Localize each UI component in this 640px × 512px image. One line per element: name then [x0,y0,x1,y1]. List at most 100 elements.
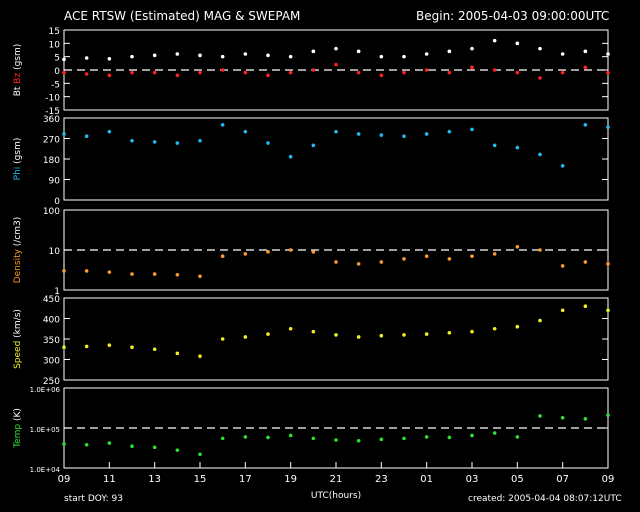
data-point [175,141,180,145]
data-point [515,145,520,150]
data-point [311,436,316,441]
y-tick-label: 360 [43,115,60,125]
data-point [515,245,520,249]
data-point [220,436,225,441]
data-point [198,274,202,279]
data-point [583,260,588,264]
data-point [130,272,134,276]
y-axis-label-part: Bt [13,86,23,96]
data-point [424,68,429,72]
data-point [243,252,248,256]
data-point [447,257,452,261]
data-point [606,125,610,129]
data-point [356,262,361,266]
y-tick-label: 1.0E+06 [30,386,61,394]
data-point [470,433,474,438]
data-point [84,269,89,273]
data-point [356,438,361,443]
data-point [84,344,89,349]
panel-speed: 450 400 350 300 250 Speed (km/s) [13,295,610,387]
data-point [107,129,112,134]
data-point [220,54,225,59]
data-point [220,337,225,341]
y-tick-label: 100 [43,207,60,217]
y-axis-label-part: (K) [13,408,23,424]
data-point [492,38,497,43]
data-point [311,250,316,254]
data-point [447,70,452,75]
y-tick-label: 400 [43,316,60,326]
x-axis-label: UTC(hours) [311,491,361,501]
data-point [198,452,202,457]
data-point [243,129,248,134]
x-tick-label: 19 [284,474,297,485]
data-point [538,152,542,157]
x-tick-label: 09 [58,474,71,485]
data-point [198,53,202,58]
data-point [538,76,542,80]
data-point [470,46,474,51]
data-point [356,132,361,136]
start-doy: start DOY: 93 [64,494,123,504]
data-point [379,133,384,137]
data-point [583,49,588,54]
y-tick-label: 15 [49,27,60,37]
data-point [402,333,406,337]
data-point [288,70,293,75]
data-point [84,443,89,447]
data-point [107,270,112,274]
y-tick-label: 0 [54,197,60,207]
data-point [311,68,316,72]
data-point [288,154,293,159]
data-point [334,129,338,134]
data-point [152,140,157,144]
data-point [606,413,610,417]
data-point [107,57,112,61]
data-point [334,333,338,337]
data-point [266,332,270,336]
data-point [311,329,316,334]
y-tick-label: 250 [43,377,60,387]
data-point [62,269,66,273]
data-point [175,272,180,277]
data-point [402,436,406,441]
data-point [62,345,66,350]
data-point [266,73,270,78]
series-density [62,245,610,279]
panel-frame [63,297,609,381]
data-point [606,308,610,313]
data-point [175,73,180,78]
data-point [515,70,520,75]
data-point [470,329,474,334]
y-axis-label-part: Bz [13,73,23,87]
data-point [606,52,610,56]
data-point [152,272,157,276]
data-point [447,331,452,335]
data-point [402,134,406,139]
data-point [107,441,112,445]
data-point [402,54,406,59]
series-phi [62,123,610,168]
panel-temp: 1.0E+06 1.0E+05 1.0E+04 Temp (K) [13,386,610,474]
x-tick-label: 23 [375,474,388,485]
y-axis-label-part: Density [13,248,23,283]
panel-density: 100 10 1 Density (/cm3) [13,207,610,297]
data-point [175,448,180,452]
y-tick-label: -10 [45,94,60,104]
created-time: created: 2005-04-04 08:07:12UTC [468,494,622,504]
data-point [356,70,361,75]
data-point [560,264,565,268]
x-tick-label: 07 [556,474,569,485]
data-point [379,73,384,78]
y-axis-label-part: Phi [13,167,23,181]
y-tick-label: -15 [45,107,60,117]
data-point [311,143,316,148]
data-point [107,343,112,347]
y-axis-label: Phi (gsm) [13,138,23,181]
data-point [515,324,520,329]
data-point [198,138,202,143]
data-point [424,332,429,336]
series-speed [62,304,610,359]
data-point [356,335,361,339]
y-axis-label: Temp (K) [13,408,23,449]
